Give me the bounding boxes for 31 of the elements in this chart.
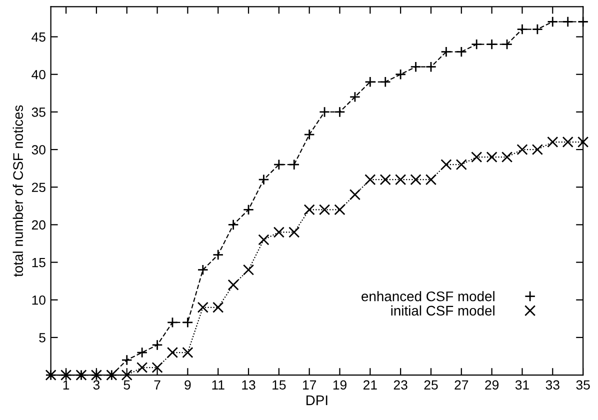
y-tick-label: 35 [32,108,46,117]
x-tick-label: 31 [515,380,529,390]
x-tick-label: 1 [63,380,70,390]
legend-label: enhanced CSF model [362,291,494,302]
x-tick-label: 11 [212,380,224,390]
x-tick-label: 19 [333,380,346,390]
y-tick-label: 5 [39,333,46,342]
y-tick-label: 45 [32,32,46,42]
y-tick-label: 15 [32,258,46,268]
x-tick-label: 5 [124,380,130,390]
legend-label: initial CSF model [391,305,494,316]
x-tick-label: 33 [546,380,560,390]
y-tick-label: 30 [32,145,46,154]
x-tick-label: 23 [394,380,408,390]
x-tick-label: 9 [184,380,191,390]
x-tick-label: 27 [454,380,468,390]
y-tick-label: 40 [32,70,46,80]
y-axis-title: total number of CSF notices [12,105,23,277]
x-axis-title: DPI [306,396,328,406]
x-tick-label: 13 [242,380,256,390]
x-tick-label: 3 [93,380,100,390]
x-tick-label: 15 [272,380,286,390]
x-tick-label: 25 [424,380,438,390]
x-tick-label: 17 [303,380,316,390]
x-tick-label: 21 [363,380,377,390]
y-tick-label: 10 [32,295,46,305]
y-tick-label: 20 [32,220,46,230]
x-tick-label: 29 [485,380,499,390]
x-tick-label: 35 [576,380,590,390]
x-tick-label: 7 [154,380,160,390]
y-tick-label: 25 [32,182,46,192]
